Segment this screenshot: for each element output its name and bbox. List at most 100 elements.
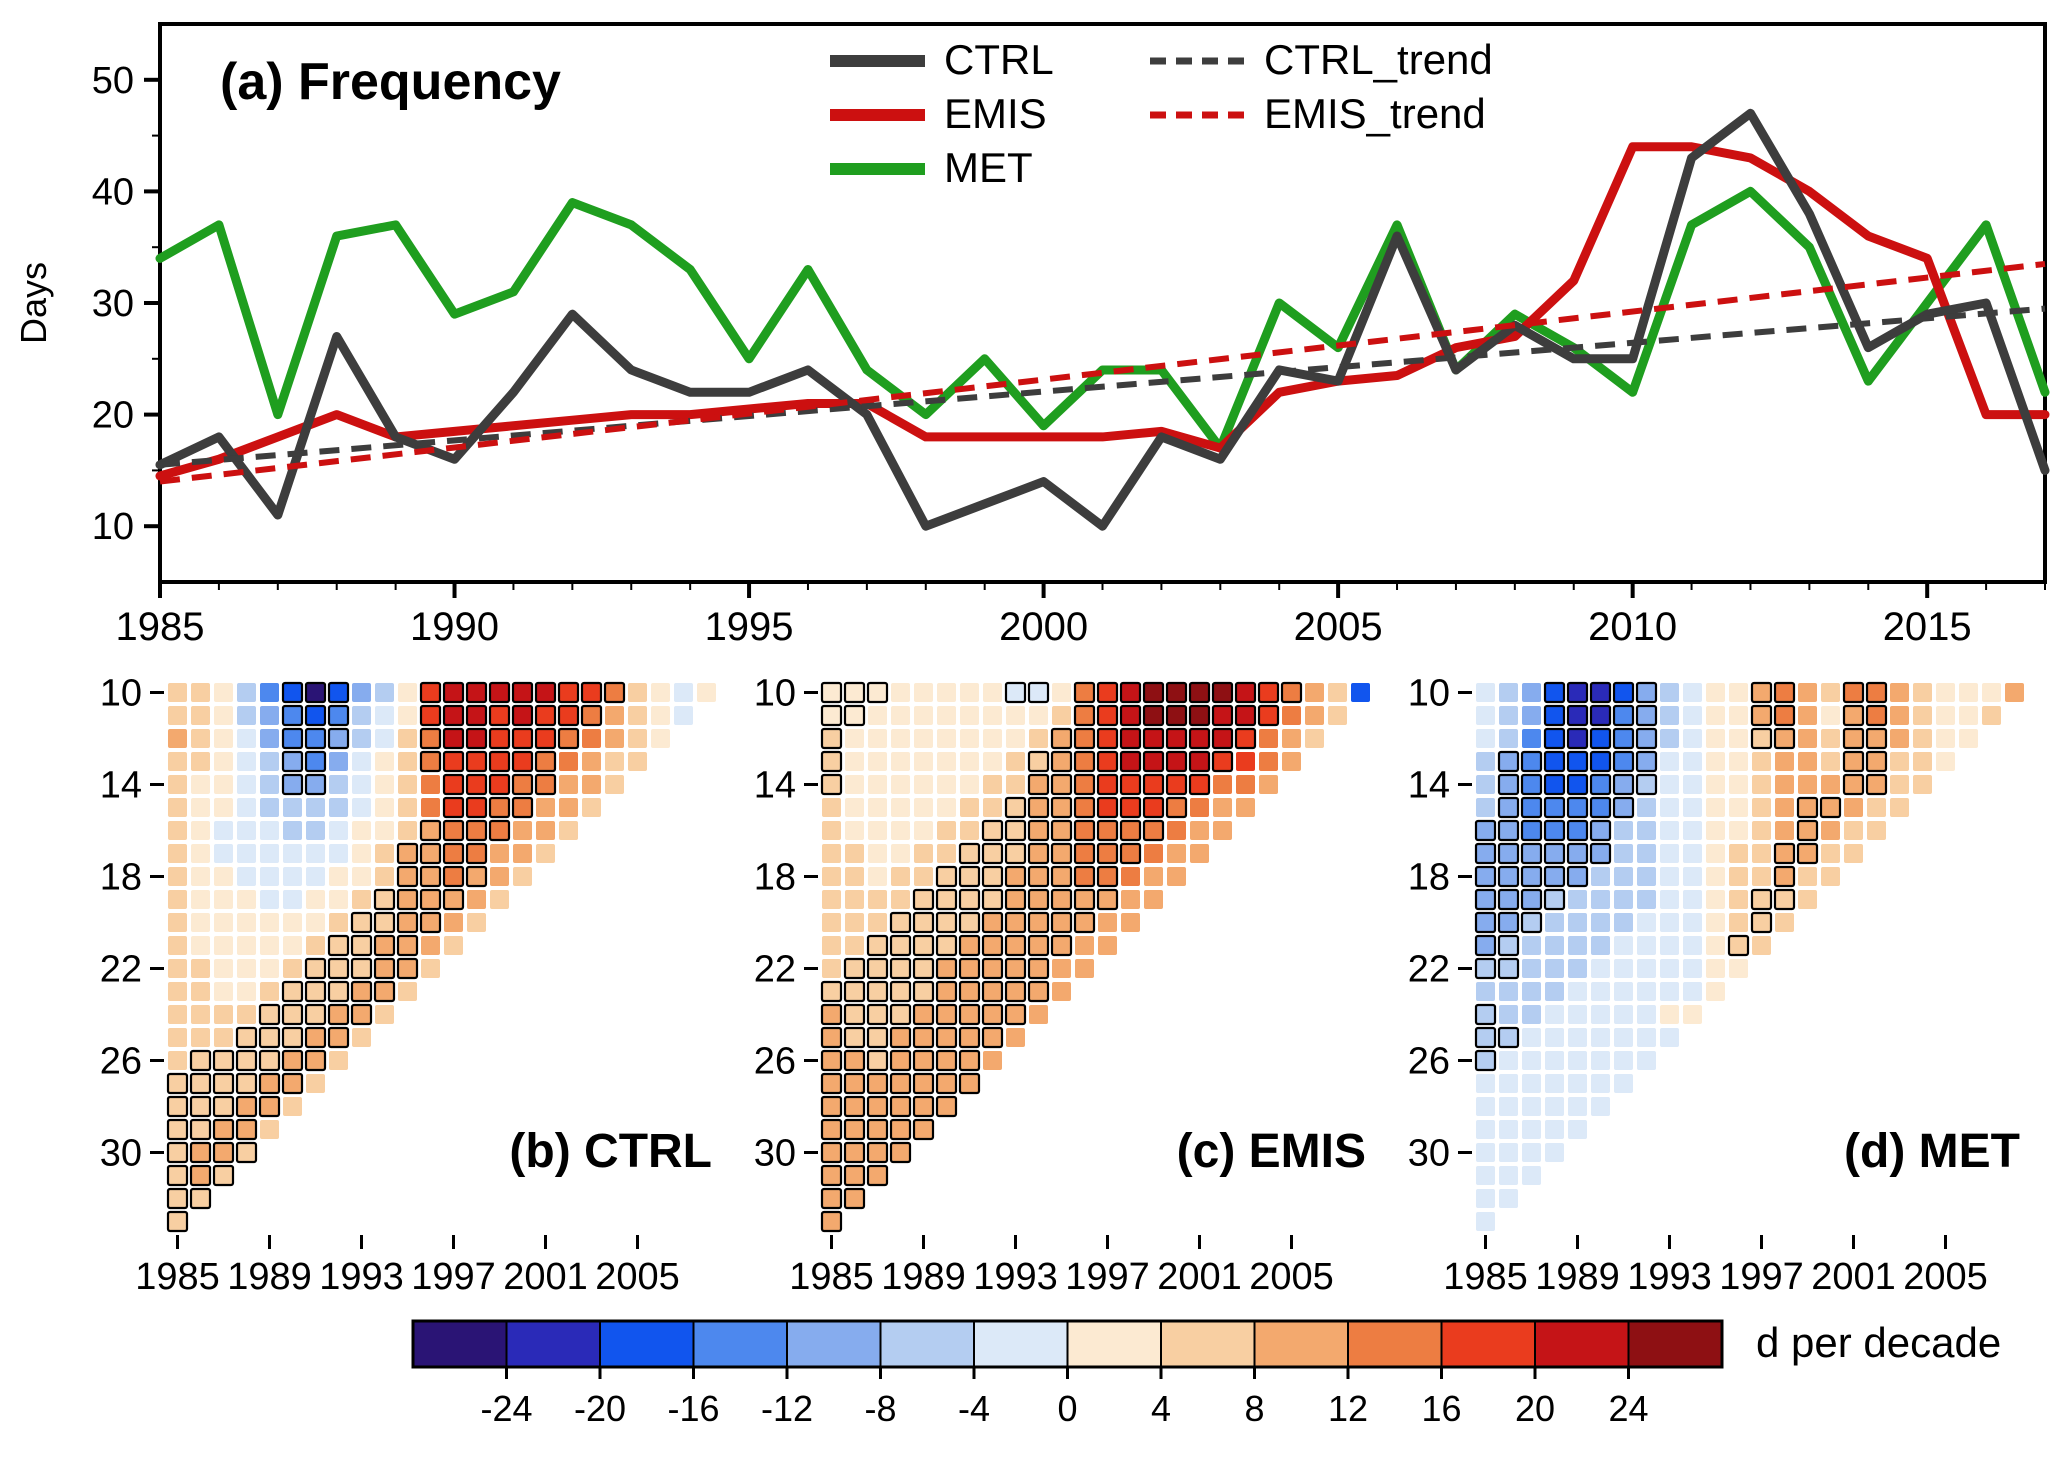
heat-cell: [260, 982, 279, 1001]
heat-cell: [352, 844, 371, 863]
panel-a-title: (a) Frequency: [220, 53, 561, 111]
heat-cell: [1660, 867, 1679, 886]
colorbar-segment: [786, 1320, 882, 1368]
heat-cell: [1121, 913, 1140, 932]
x-tick-label: 1990: [410, 605, 499, 649]
heat-cell-significant: [1635, 704, 1658, 727]
heat-cell: [1614, 844, 1633, 863]
colorbar-segment: [1066, 1320, 1162, 1368]
heat-cell-significant: [304, 704, 327, 727]
heat-cell: [1052, 959, 1071, 978]
heat-cell-significant: [820, 704, 843, 727]
heat-cell: [191, 1005, 210, 1024]
heat-cell-significant: [1474, 911, 1497, 934]
heat-cell: [191, 913, 210, 932]
heat-cell-significant: [1142, 819, 1165, 842]
heat-cell-significant: [1027, 773, 1050, 796]
colorbar-tick-label: -12: [761, 1388, 813, 1429]
heat-cell: [1213, 798, 1232, 817]
heat-cell-significant: [327, 980, 350, 1003]
heat-cell: [1729, 844, 1748, 863]
x-tick-label: 2005: [1294, 605, 1383, 649]
heat-cell-significant: [1865, 773, 1888, 796]
heat-cell: [1499, 1005, 1518, 1024]
heat-cell: [1236, 798, 1255, 817]
heat-cell: [1775, 913, 1794, 932]
heat-cell-significant: [1050, 819, 1073, 842]
heat-cell: [398, 752, 417, 771]
heat-cell-significant: [1142, 796, 1165, 819]
heat-cell: [168, 890, 187, 909]
heat-cell-significant: [1612, 773, 1635, 796]
heat-cell: [1236, 752, 1255, 771]
heat-cell: [214, 844, 233, 863]
heat-cell-significant: [1497, 750, 1520, 773]
heat-cell-significant: [958, 865, 981, 888]
heat-cell-significant: [442, 704, 465, 727]
heat-cell-significant: [1474, 1026, 1497, 1049]
heat-cell-significant: [557, 704, 580, 727]
heat-cell-significant: [1750, 727, 1773, 750]
heat-cell-significant: [534, 773, 557, 796]
heat-cell: [1614, 936, 1633, 955]
x-tick-label: 1993: [319, 1256, 404, 1298]
heat-cell-significant: [1073, 796, 1096, 819]
heat-cell: [1499, 1189, 1518, 1208]
heat-cell: [1614, 1074, 1633, 1093]
heat-cell-significant: [1096, 796, 1119, 819]
heat-cell: [1075, 936, 1094, 955]
heat-cell: [1660, 1028, 1679, 1047]
heat-cell: [237, 798, 256, 817]
heat-cell-significant: [1566, 842, 1589, 865]
heat-cell-significant: [1543, 888, 1566, 911]
heat-cell-significant: [281, 681, 304, 704]
heat-cell: [1913, 775, 1932, 794]
heat-cell-significant: [1004, 888, 1027, 911]
heat-cell: [1545, 913, 1564, 932]
heat-cell: [1614, 821, 1633, 840]
heat-cell-significant: [534, 681, 557, 704]
heat-cell-significant: [1635, 681, 1658, 704]
heat-cell: [375, 752, 394, 771]
heat-cell: [1259, 752, 1278, 771]
heat-cell: [329, 867, 348, 886]
ctrl_trend-line: [159, 305, 2046, 468]
heat-cell: [1706, 706, 1725, 725]
heat-cell: [191, 867, 210, 886]
y-tick-label: 40: [92, 171, 134, 213]
heat-cell-significant: [1165, 796, 1188, 819]
heat-cell: [1006, 1028, 1025, 1047]
heat-cell-significant: [442, 796, 465, 819]
heat-cell: [1476, 1143, 1495, 1162]
heat-cell: [1591, 1028, 1610, 1047]
heat-cell-significant: [1773, 681, 1796, 704]
heat-cell: [168, 775, 187, 794]
heat-cell: [214, 1005, 233, 1024]
heat-cell-significant: [1142, 727, 1165, 750]
heat-cell: [168, 1028, 187, 1047]
heat-cell: [1683, 936, 1702, 955]
heat-cell: [1591, 867, 1610, 886]
heat-cell-significant: [1096, 727, 1119, 750]
heat-cell: [490, 844, 509, 863]
heat-cell: [1660, 821, 1679, 840]
colorbar-segment: [1627, 1320, 1723, 1368]
heat-cell: [1890, 798, 1909, 817]
panel-title: (c) EMIS: [1177, 1125, 1366, 1178]
heat-cell: [1476, 1097, 1495, 1116]
heat-cell: [1660, 913, 1679, 932]
heat-cell: [1006, 706, 1025, 725]
heat-cell: [582, 729, 601, 748]
heat-cell: [1522, 1143, 1541, 1162]
heat-cell: [1591, 1097, 1610, 1116]
heat-cell: [283, 959, 302, 978]
heat-cell-significant: [1234, 727, 1257, 750]
heat-cell-significant: [1589, 704, 1612, 727]
heat-cell: [191, 844, 210, 863]
heat-cell-significant: [1474, 865, 1497, 888]
heat-cell-significant: [1750, 704, 1773, 727]
heat-cell-significant: [304, 957, 327, 980]
heat-cell: [329, 890, 348, 909]
heat-cell: [1522, 959, 1541, 978]
heat-cell: [191, 982, 210, 1001]
